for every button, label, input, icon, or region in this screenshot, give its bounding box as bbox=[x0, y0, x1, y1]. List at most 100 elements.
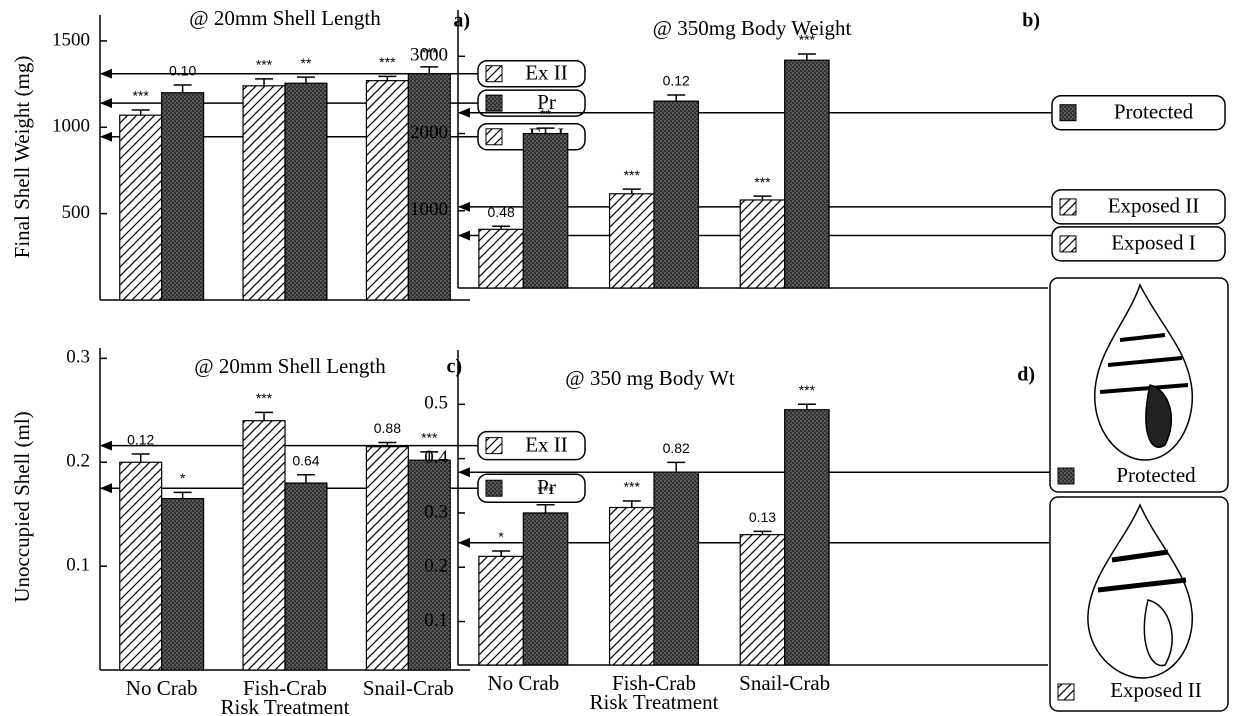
y-tick-label: 3000 bbox=[410, 45, 448, 66]
bar bbox=[242, 85, 286, 301]
y-tick-label: 1000 bbox=[52, 116, 90, 137]
y-tick-label: 0.1 bbox=[66, 554, 90, 575]
y-tick-label: 0.4 bbox=[424, 447, 448, 468]
chart-title: @ 350 mg Body Wt bbox=[565, 366, 735, 390]
error-bar bbox=[173, 84, 192, 93]
legend-box bbox=[477, 430, 586, 461]
bar bbox=[242, 420, 286, 671]
panel-label: a) bbox=[453, 10, 470, 32]
error-bar bbox=[753, 195, 772, 200]
error-bar bbox=[492, 550, 511, 557]
legend-swatch bbox=[485, 128, 503, 146]
significance-label: *** bbox=[379, 54, 396, 70]
error-bar bbox=[420, 66, 439, 74]
y-tick-label: 0.3 bbox=[66, 347, 90, 368]
error-bar bbox=[536, 504, 555, 513]
x-axis-label: Risk Treatment bbox=[590, 690, 719, 714]
x-axis-label: Risk Treatment bbox=[221, 695, 350, 716]
bar bbox=[522, 512, 569, 666]
legend-label: Exposed I bbox=[1111, 231, 1196, 255]
error-bar bbox=[622, 500, 641, 508]
error-bar bbox=[667, 94, 686, 102]
legend-protected: Protected bbox=[1049, 277, 1229, 493]
bar bbox=[119, 461, 163, 671]
legend-box bbox=[1051, 226, 1226, 262]
bar bbox=[739, 534, 786, 666]
legend-swatch bbox=[485, 65, 503, 83]
chart-title: @ 20mm Shell Length bbox=[189, 6, 381, 30]
bar bbox=[365, 80, 409, 301]
bar bbox=[161, 498, 205, 671]
x-tick-label: Snail-Crab bbox=[363, 676, 454, 700]
significance-label: 0.12 bbox=[663, 73, 690, 89]
significance-label: * bbox=[180, 470, 186, 486]
legend-box bbox=[477, 473, 586, 503]
bar bbox=[608, 506, 655, 666]
error-bar bbox=[797, 403, 816, 410]
legend-swatch bbox=[1059, 104, 1077, 122]
legend-swatch bbox=[1057, 467, 1075, 485]
legend-label: Exposed II bbox=[1110, 678, 1202, 702]
error-bar bbox=[131, 109, 150, 116]
error-bar bbox=[296, 473, 315, 484]
significance-label: 0.10 bbox=[169, 63, 196, 79]
panel-label: d) bbox=[1017, 364, 1035, 386]
legend-swatch bbox=[1059, 198, 1077, 216]
legend-box bbox=[477, 59, 586, 88]
shell-drawing bbox=[1087, 503, 1193, 679]
bar bbox=[784, 409, 830, 666]
bar bbox=[522, 132, 569, 289]
legend-label: Ex II bbox=[525, 61, 568, 85]
bar bbox=[653, 471, 700, 666]
y-tick-label: 0.1 bbox=[424, 610, 448, 631]
y-tick-label: 0.3 bbox=[424, 501, 448, 522]
significance-label: 0.13 bbox=[749, 509, 776, 525]
significance-label: 0.88 bbox=[374, 420, 401, 436]
legend-swatch bbox=[485, 479, 503, 497]
significance-label: *** bbox=[799, 382, 816, 398]
chart-title: @ 20mm Shell Length bbox=[194, 354, 386, 378]
significance-label: *** bbox=[133, 88, 150, 104]
error-bar bbox=[131, 453, 150, 463]
legend-label: Protected bbox=[1116, 463, 1196, 487]
error-bar bbox=[420, 451, 439, 461]
y-tick-label: 1500 bbox=[52, 29, 90, 50]
error-bar bbox=[255, 78, 274, 86]
significance-label: ** bbox=[540, 106, 551, 122]
chart-title: @ 350mg Body Weight bbox=[653, 16, 852, 40]
y-tick-label: 1000 bbox=[410, 199, 448, 220]
legend-label: Pr bbox=[537, 475, 556, 499]
legend-box bbox=[1051, 94, 1226, 131]
y-tick-label: 0.2 bbox=[424, 556, 448, 577]
x-tick-label: Fish-Crab bbox=[612, 671, 696, 695]
legend-box bbox=[1051, 189, 1226, 225]
error-bar bbox=[797, 53, 816, 61]
significance-label: *** bbox=[421, 430, 438, 446]
error-bar bbox=[536, 127, 555, 134]
legend-label: Exposed II bbox=[1108, 194, 1200, 218]
error-bar bbox=[492, 225, 511, 230]
bar bbox=[608, 193, 655, 289]
bar bbox=[119, 114, 163, 301]
significance-label: *** bbox=[754, 174, 771, 190]
significance-label: 0.12 bbox=[127, 432, 154, 448]
legend-label: Pr bbox=[537, 90, 556, 114]
significance-label: *** bbox=[624, 167, 641, 183]
panel-label: c) bbox=[446, 356, 462, 378]
significance-label: * bbox=[498, 529, 504, 545]
significance-label: ** bbox=[301, 55, 312, 71]
error-bar bbox=[753, 530, 772, 535]
bar bbox=[284, 82, 328, 301]
significance-label: *** bbox=[624, 479, 641, 495]
legend-swatch bbox=[485, 94, 503, 112]
bar bbox=[653, 100, 700, 289]
error-bar bbox=[667, 461, 686, 473]
panel-label: b) bbox=[1022, 10, 1040, 32]
significance-label: 0.48 bbox=[487, 204, 514, 220]
bar bbox=[407, 459, 451, 671]
bar bbox=[478, 555, 524, 666]
bar bbox=[161, 92, 205, 301]
x-tick-label: Snail-Crab bbox=[739, 671, 830, 695]
error-bar bbox=[378, 441, 397, 447]
